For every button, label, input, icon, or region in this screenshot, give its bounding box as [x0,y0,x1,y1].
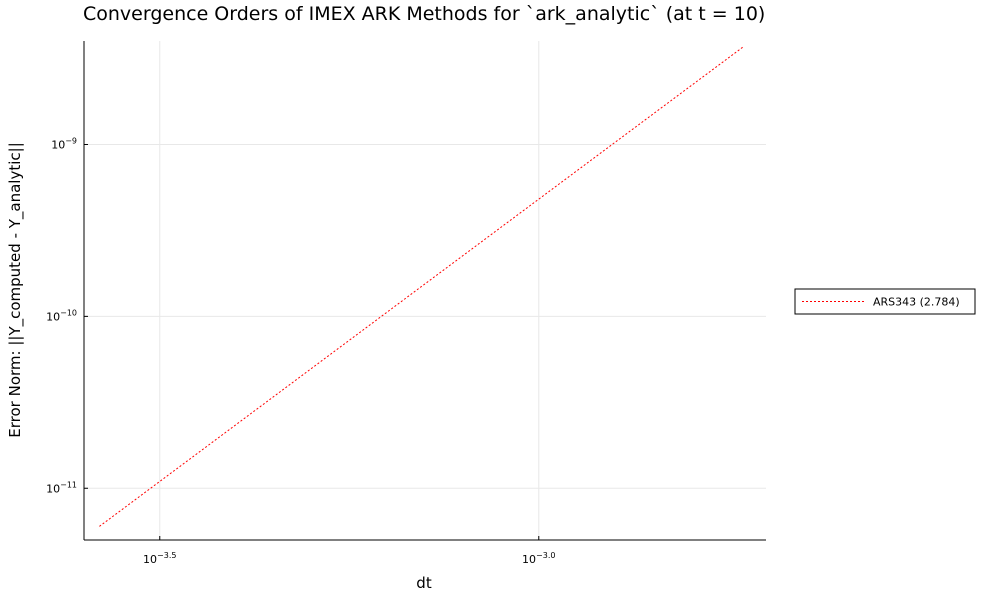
x-tick-label: 10−3.0 [522,551,555,566]
chart-title: Convergence Orders of IMEX ARK Methods f… [83,3,765,25]
y-tick-labels: 10−11 10−10 10−9 [46,136,88,495]
axes [83,41,766,541]
y-tick-label: 10−9 [51,136,77,151]
legend: ARS343 (2.784) [794,288,976,315]
series-line-ars343 [99,46,744,527]
y-tick-label: 10−10 [46,308,77,323]
legend-box [794,288,976,315]
grid [84,41,766,540]
y-tick-label: 10−11 [46,480,77,495]
x-tick-label: 10−3.5 [143,551,176,566]
x-axis-label: dt [416,574,432,592]
x-tick-labels: 10−3.5 10−3.0 [143,536,555,566]
series-group [99,46,744,527]
legend-label-ars343: ARS343 (2.784) [873,296,960,309]
y-axis-label: Error Norm: ||Y_computed - Y_analytic|| [6,142,25,437]
